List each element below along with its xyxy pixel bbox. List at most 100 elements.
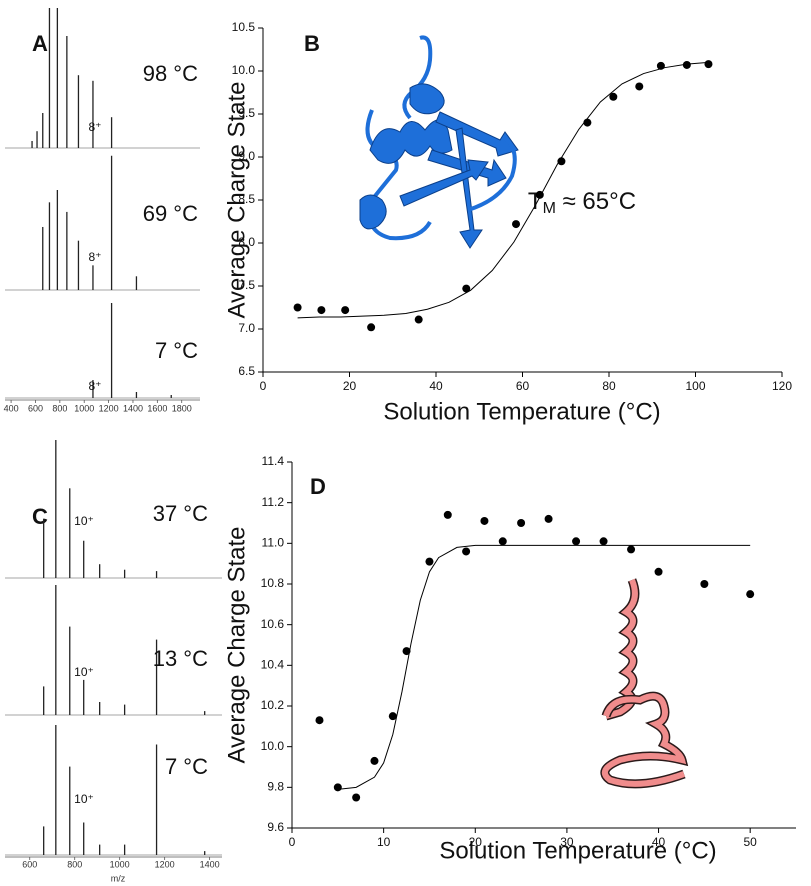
protein-cartoon-blue <box>359 35 519 249</box>
data-point <box>704 60 713 69</box>
data-point <box>572 537 581 546</box>
x-tick-label: 800 <box>67 859 82 869</box>
data-point <box>627 545 636 554</box>
panel-label: B <box>304 31 320 56</box>
x-tick-label: 40 <box>652 835 666 849</box>
protein-cartoon-pink <box>600 578 689 789</box>
x-tick-label: 1400 <box>123 403 143 413</box>
temperature-label: 7 °C <box>155 338 198 363</box>
x-tick-label: 20 <box>469 835 483 849</box>
data-point <box>402 647 411 656</box>
data-point <box>341 306 350 315</box>
y-tick-label: 10.8 <box>261 576 285 590</box>
x-tick-label: 1200 <box>155 859 175 869</box>
y-tick-label: 9.5 <box>238 106 255 120</box>
y-tick-label: 8.0 <box>238 235 255 249</box>
temperature-label: 98 °C <box>143 61 198 86</box>
x-tick-label: 30 <box>560 835 574 849</box>
annotation: TM ≈ 65°C <box>528 188 636 217</box>
data-point <box>544 514 553 523</box>
charge-label: 8⁺ <box>88 250 101 264</box>
x-tick-label: 0 <box>260 379 267 393</box>
temperature-label: 37 °C <box>153 501 208 526</box>
temperature-label: 7 °C <box>165 754 208 779</box>
x-tick-label: 50 <box>744 835 758 849</box>
y-tick-label: 11.0 <box>262 536 285 550</box>
x-tick-label: 0 <box>289 835 296 849</box>
charge-label: 8⁺ <box>88 120 101 134</box>
y-tick-label: 10.0 <box>232 63 256 77</box>
temperature-label: 69 °C <box>143 201 198 226</box>
data-point <box>557 157 566 166</box>
x-axis-title: Solution Temperature (°C) <box>383 398 660 425</box>
x-tick-label: 1800 <box>172 403 192 413</box>
y-tick-label: 9.6 <box>267 820 284 834</box>
x-tick-label: 1000 <box>110 859 130 869</box>
panel-label: D <box>310 474 326 499</box>
data-point <box>443 510 452 519</box>
x-tick-label: 10 <box>377 835 391 849</box>
data-point <box>700 580 709 588</box>
y-tick-label: 9.8 <box>267 780 284 794</box>
data-point <box>498 537 507 546</box>
data-point <box>462 547 471 556</box>
data-point <box>512 220 521 229</box>
y-axis-title: Average Charge State <box>223 526 250 763</box>
panel-label: A <box>32 31 48 56</box>
data-point <box>315 716 324 725</box>
temperature-label: 13 °C <box>153 646 208 671</box>
y-axis-title: Average Charge State <box>223 81 250 318</box>
x-tick-label: 800 <box>52 403 67 413</box>
x-tick-label: 1200 <box>99 403 119 413</box>
y-tick-label: 8.5 <box>238 192 255 206</box>
y-tick-label: 7.0 <box>238 321 255 335</box>
data-point <box>480 516 489 525</box>
x-tick-label: 60 <box>516 379 530 393</box>
data-point <box>682 60 691 69</box>
x-tick-label: 40 <box>429 379 443 393</box>
data-point <box>425 557 434 566</box>
fit-line <box>297 61 709 319</box>
data-point <box>367 323 376 332</box>
panel-label: C <box>32 504 48 529</box>
y-tick-label: 9.0 <box>238 149 255 163</box>
data-point <box>333 783 342 792</box>
data-point <box>414 315 423 324</box>
data-point <box>609 92 618 101</box>
y-tick-label: 11.2 <box>262 495 285 509</box>
y-tick-label: 10.5 <box>232 20 256 34</box>
x-tick-label: 400 <box>4 403 19 413</box>
x-tick-label: 20 <box>343 379 357 393</box>
y-tick-label: 7.5 <box>238 278 255 292</box>
data-point <box>370 756 379 765</box>
annotation-suffix: ≈ 65°C <box>556 188 636 215</box>
data-point <box>317 306 326 315</box>
x-tick-label: 600 <box>28 403 43 413</box>
x-tick-label: 80 <box>602 379 616 393</box>
x-tick-label: 120 <box>772 379 792 393</box>
y-tick-label: 10.2 <box>261 698 285 712</box>
data-point <box>462 284 471 293</box>
x-tick-label: 600 <box>22 859 37 869</box>
y-tick-label: 10.4 <box>261 658 285 672</box>
x-tick-label: 100 <box>685 379 705 393</box>
data-point <box>746 590 755 599</box>
y-tick-label: 6.5 <box>238 364 255 378</box>
charge-label: 8⁺ <box>88 379 101 393</box>
x-tick-label: 1400 <box>200 859 220 869</box>
y-tick-label: 10.6 <box>261 617 285 631</box>
x-tick-label: 1600 <box>147 403 167 413</box>
data-point <box>517 519 526 527</box>
data-point <box>599 537 608 546</box>
charge-label: 10⁺ <box>74 792 94 806</box>
data-point <box>654 567 663 576</box>
data-point <box>293 303 302 312</box>
y-tick-label: 11.4 <box>262 454 285 468</box>
x-axis-title: m/z <box>111 873 126 883</box>
x-tick-label: 1000 <box>74 403 94 413</box>
data-point <box>388 712 397 721</box>
charge-label: 10⁺ <box>74 514 94 528</box>
y-tick-label: 10.0 <box>261 739 285 753</box>
charge-label: 10⁺ <box>74 665 94 679</box>
